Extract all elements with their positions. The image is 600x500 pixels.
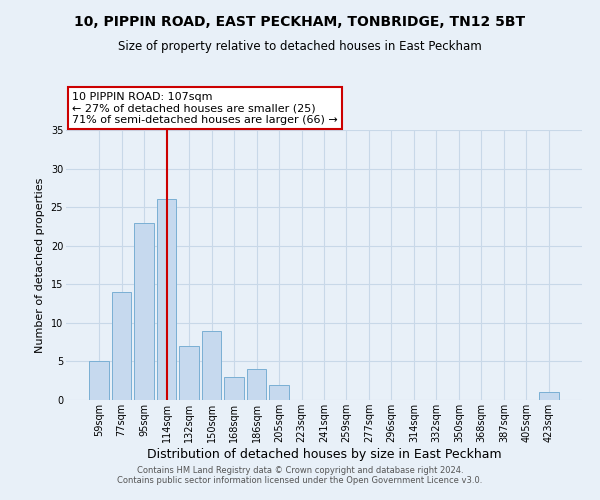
Bar — [202, 330, 221, 400]
Bar — [179, 346, 199, 400]
Bar — [134, 222, 154, 400]
Text: Contains HM Land Registry data © Crown copyright and database right 2024.
Contai: Contains HM Land Registry data © Crown c… — [118, 466, 482, 485]
X-axis label: Distribution of detached houses by size in East Peckham: Distribution of detached houses by size … — [146, 448, 502, 461]
Bar — [247, 369, 266, 400]
Bar — [539, 392, 559, 400]
Bar — [157, 200, 176, 400]
Bar — [89, 362, 109, 400]
Text: 10 PIPPIN ROAD: 107sqm
← 27% of detached houses are smaller (25)
71% of semi-det: 10 PIPPIN ROAD: 107sqm ← 27% of detached… — [72, 92, 338, 125]
Text: 10, PIPPIN ROAD, EAST PECKHAM, TONBRIDGE, TN12 5BT: 10, PIPPIN ROAD, EAST PECKHAM, TONBRIDGE… — [74, 15, 526, 29]
Bar — [269, 384, 289, 400]
Bar — [112, 292, 131, 400]
Text: Size of property relative to detached houses in East Peckham: Size of property relative to detached ho… — [118, 40, 482, 53]
Bar — [224, 377, 244, 400]
Y-axis label: Number of detached properties: Number of detached properties — [35, 178, 45, 352]
